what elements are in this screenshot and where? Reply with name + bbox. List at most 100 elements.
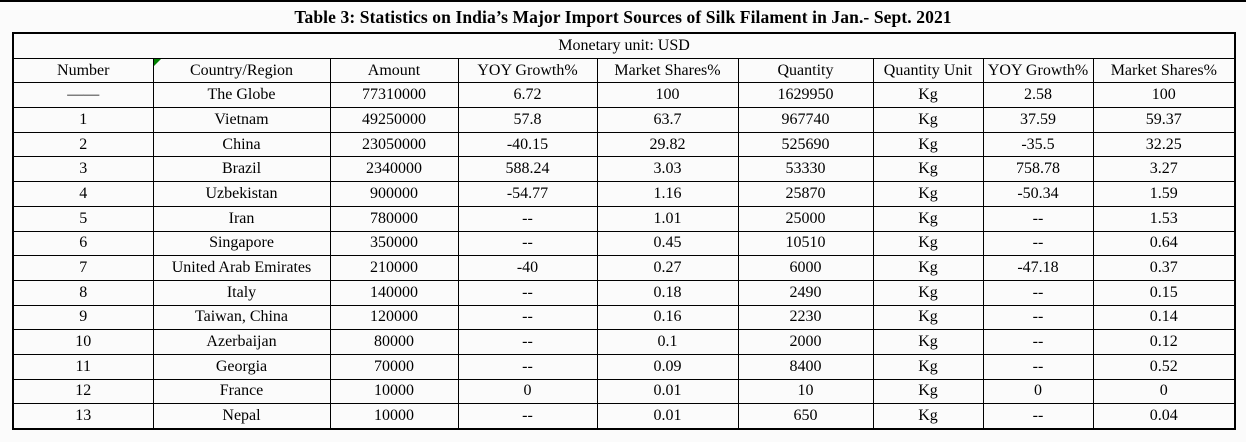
cell-yoy-growth-quantity: -- [982, 403, 1094, 430]
table-row: 10 Azerbaijan 80000 -- 0.1 2000 Kg -- 0.12 [12, 329, 1236, 355]
cell-quantity-unit: Kg [872, 107, 984, 133]
cell-number: 6 [12, 230, 154, 257]
col-header-market-shares-amount: Market Shares% [596, 57, 739, 84]
cell-market-shares-quantity: 0.12 [1092, 329, 1236, 355]
cell-quantity-unit: Kg [872, 156, 984, 183]
cell-quantity: 2000 [737, 329, 874, 355]
cell-market-shares-amount: 0.27 [596, 255, 739, 281]
table-row: 5 Iran 780000 -- 1.01 25000 Kg -- 1.53 [12, 205, 1236, 232]
cell-yoy-growth-amount: -54.77 [457, 181, 598, 207]
cell-quantity-unit: Kg [872, 82, 984, 109]
cell-amount: 2340000 [329, 156, 459, 183]
cell-country-region: Singapore [152, 230, 331, 257]
cell-yoy-growth-quantity: -50.34 [982, 181, 1094, 207]
cell-market-shares-amount: 0.16 [596, 304, 739, 331]
cell-quantity-unit: Kg [872, 205, 984, 232]
cell-market-shares-amount: 0.1 [596, 329, 739, 355]
table-row: 9 Taiwan, China 120000 -- 0.16 2230 Kg -- 0.14 [12, 304, 1236, 331]
table-row: 11 Georgia 70000 -- 0.09 8400 Kg -- 0.52 [12, 353, 1236, 380]
cell-yoy-growth-amount: -40.15 [457, 131, 598, 158]
table-row: —— The Globe 77310000 6.72 100 1629950 Kg 2.58 1… [12, 82, 1236, 109]
cell-yoy-growth-amount: -- [457, 279, 598, 306]
cell-quantity-unit: Kg [872, 378, 984, 405]
cell-number: 9 [12, 304, 154, 331]
cell-amount: 10000 [329, 403, 459, 430]
cell-yoy-growth-quantity: -47.18 [982, 255, 1094, 281]
cell-yoy-growth-amount: -- [457, 353, 598, 380]
cell-quantity: 967740 [737, 107, 874, 133]
cell-country-region: United Arab Emirates [152, 255, 331, 281]
cell-quantity-unit: Kg [872, 181, 984, 207]
cell-number: —— [12, 82, 154, 109]
monetary-unit-note: Monetary unit: USD [12, 32, 1236, 59]
cell-market-shares-quantity: 1.53 [1092, 205, 1236, 232]
cell-yoy-growth-quantity: -- [982, 304, 1094, 331]
cell-country-region: Brazil [152, 156, 331, 183]
cell-country-region: China [152, 131, 331, 158]
cell-yoy-growth-quantity: -- [982, 230, 1094, 257]
cell-market-shares-quantity: 59.37 [1092, 107, 1236, 133]
cell-yoy-growth-amount: 588.24 [457, 156, 598, 183]
cell-amount: 210000 [329, 255, 459, 281]
cell-number: 12 [12, 378, 154, 405]
cell-market-shares-amount: 1.01 [596, 205, 739, 232]
cell-yoy-growth-amount: -- [457, 230, 598, 257]
table-row: 3 Brazil 2340000 588.24 3.03 53330 Kg 758.78 3.2… [12, 156, 1236, 183]
cell-country-region: The Globe [152, 82, 331, 109]
cell-country-region: Nepal [152, 403, 331, 430]
unit-note-row: Monetary unit: USD [12, 32, 1236, 59]
cell-market-shares-amount: 100 [596, 82, 739, 109]
cell-amount: 80000 [329, 329, 459, 355]
table-row: 1 Vietnam 49250000 57.8 63.7 967740 Kg 37.59 59.… [12, 107, 1236, 133]
cell-market-shares-quantity: 1.59 [1092, 181, 1236, 207]
col-header-amount: Amount [329, 57, 459, 84]
cell-quantity: 53330 [737, 156, 874, 183]
col-header-country-region-label: Country/Region [189, 61, 294, 79]
cell-quantity-unit: Kg [872, 329, 984, 355]
cell-market-shares-amount: 0.01 [596, 378, 739, 405]
comment-flag-icon [154, 59, 161, 66]
cell-quantity: 2490 [737, 279, 874, 306]
cell-yoy-growth-quantity: -- [982, 205, 1094, 232]
cell-market-shares-amount: 29.82 [596, 131, 739, 158]
col-header-yoy-growth-amount: YOY Growth% [457, 57, 598, 84]
cell-yoy-growth-quantity: -- [982, 329, 1094, 355]
cell-number: 7 [12, 255, 154, 281]
cell-yoy-growth-quantity: 0 [982, 378, 1094, 405]
cell-market-shares-quantity: 0.15 [1092, 279, 1236, 306]
cell-number: 4 [12, 181, 154, 207]
cell-amount: 900000 [329, 181, 459, 207]
cell-quantity: 25870 [737, 181, 874, 207]
cell-number: 3 [12, 156, 154, 183]
table-row: 12 France 10000 0 0.01 10 Kg 0 0 [12, 378, 1236, 405]
table-row: 4 Uzbekistan 900000 -54.77 1.16 25870 Kg -50.34… [12, 181, 1236, 207]
cell-yoy-growth-amount: -40 [457, 255, 598, 281]
cell-market-shares-quantity: 0.04 [1092, 403, 1236, 430]
cell-quantity-unit: Kg [872, 230, 984, 257]
cell-quantity: 10510 [737, 230, 874, 257]
cell-yoy-growth-quantity: 2.58 [982, 82, 1094, 109]
cell-market-shares-amount: 0.45 [596, 230, 739, 257]
cell-market-shares-quantity: 0.37 [1092, 255, 1236, 281]
cell-number: 5 [12, 205, 154, 232]
cell-quantity-unit: Kg [872, 403, 984, 430]
cell-quantity: 650 [737, 403, 874, 430]
cell-number: 1 [12, 107, 154, 133]
col-header-market-shares-quantity: Market Shares% [1092, 57, 1236, 84]
cell-quantity-unit: Kg [872, 304, 984, 331]
cell-quantity-unit: Kg [872, 255, 984, 281]
cell-market-shares-amount: 3.03 [596, 156, 739, 183]
col-header-quantity-unit: Quantity Unit [872, 57, 984, 84]
cell-country-region: Iran [152, 205, 331, 232]
cell-quantity: 1629950 [737, 82, 874, 109]
cell-yoy-growth-quantity: 758.78 [982, 156, 1094, 183]
cell-quantity: 8400 [737, 353, 874, 380]
import-stats-table: Monetary unit: USD Number Country/Region… [12, 32, 1237, 430]
cell-yoy-growth-amount: 57.8 [457, 107, 598, 133]
cell-country-region: Georgia [152, 353, 331, 380]
cell-yoy-growth-quantity: -- [982, 279, 1094, 306]
cell-number: 13 [12, 403, 154, 430]
cell-country-region: Azerbaijan [152, 329, 331, 355]
cell-yoy-growth-quantity: 37.59 [982, 107, 1094, 133]
